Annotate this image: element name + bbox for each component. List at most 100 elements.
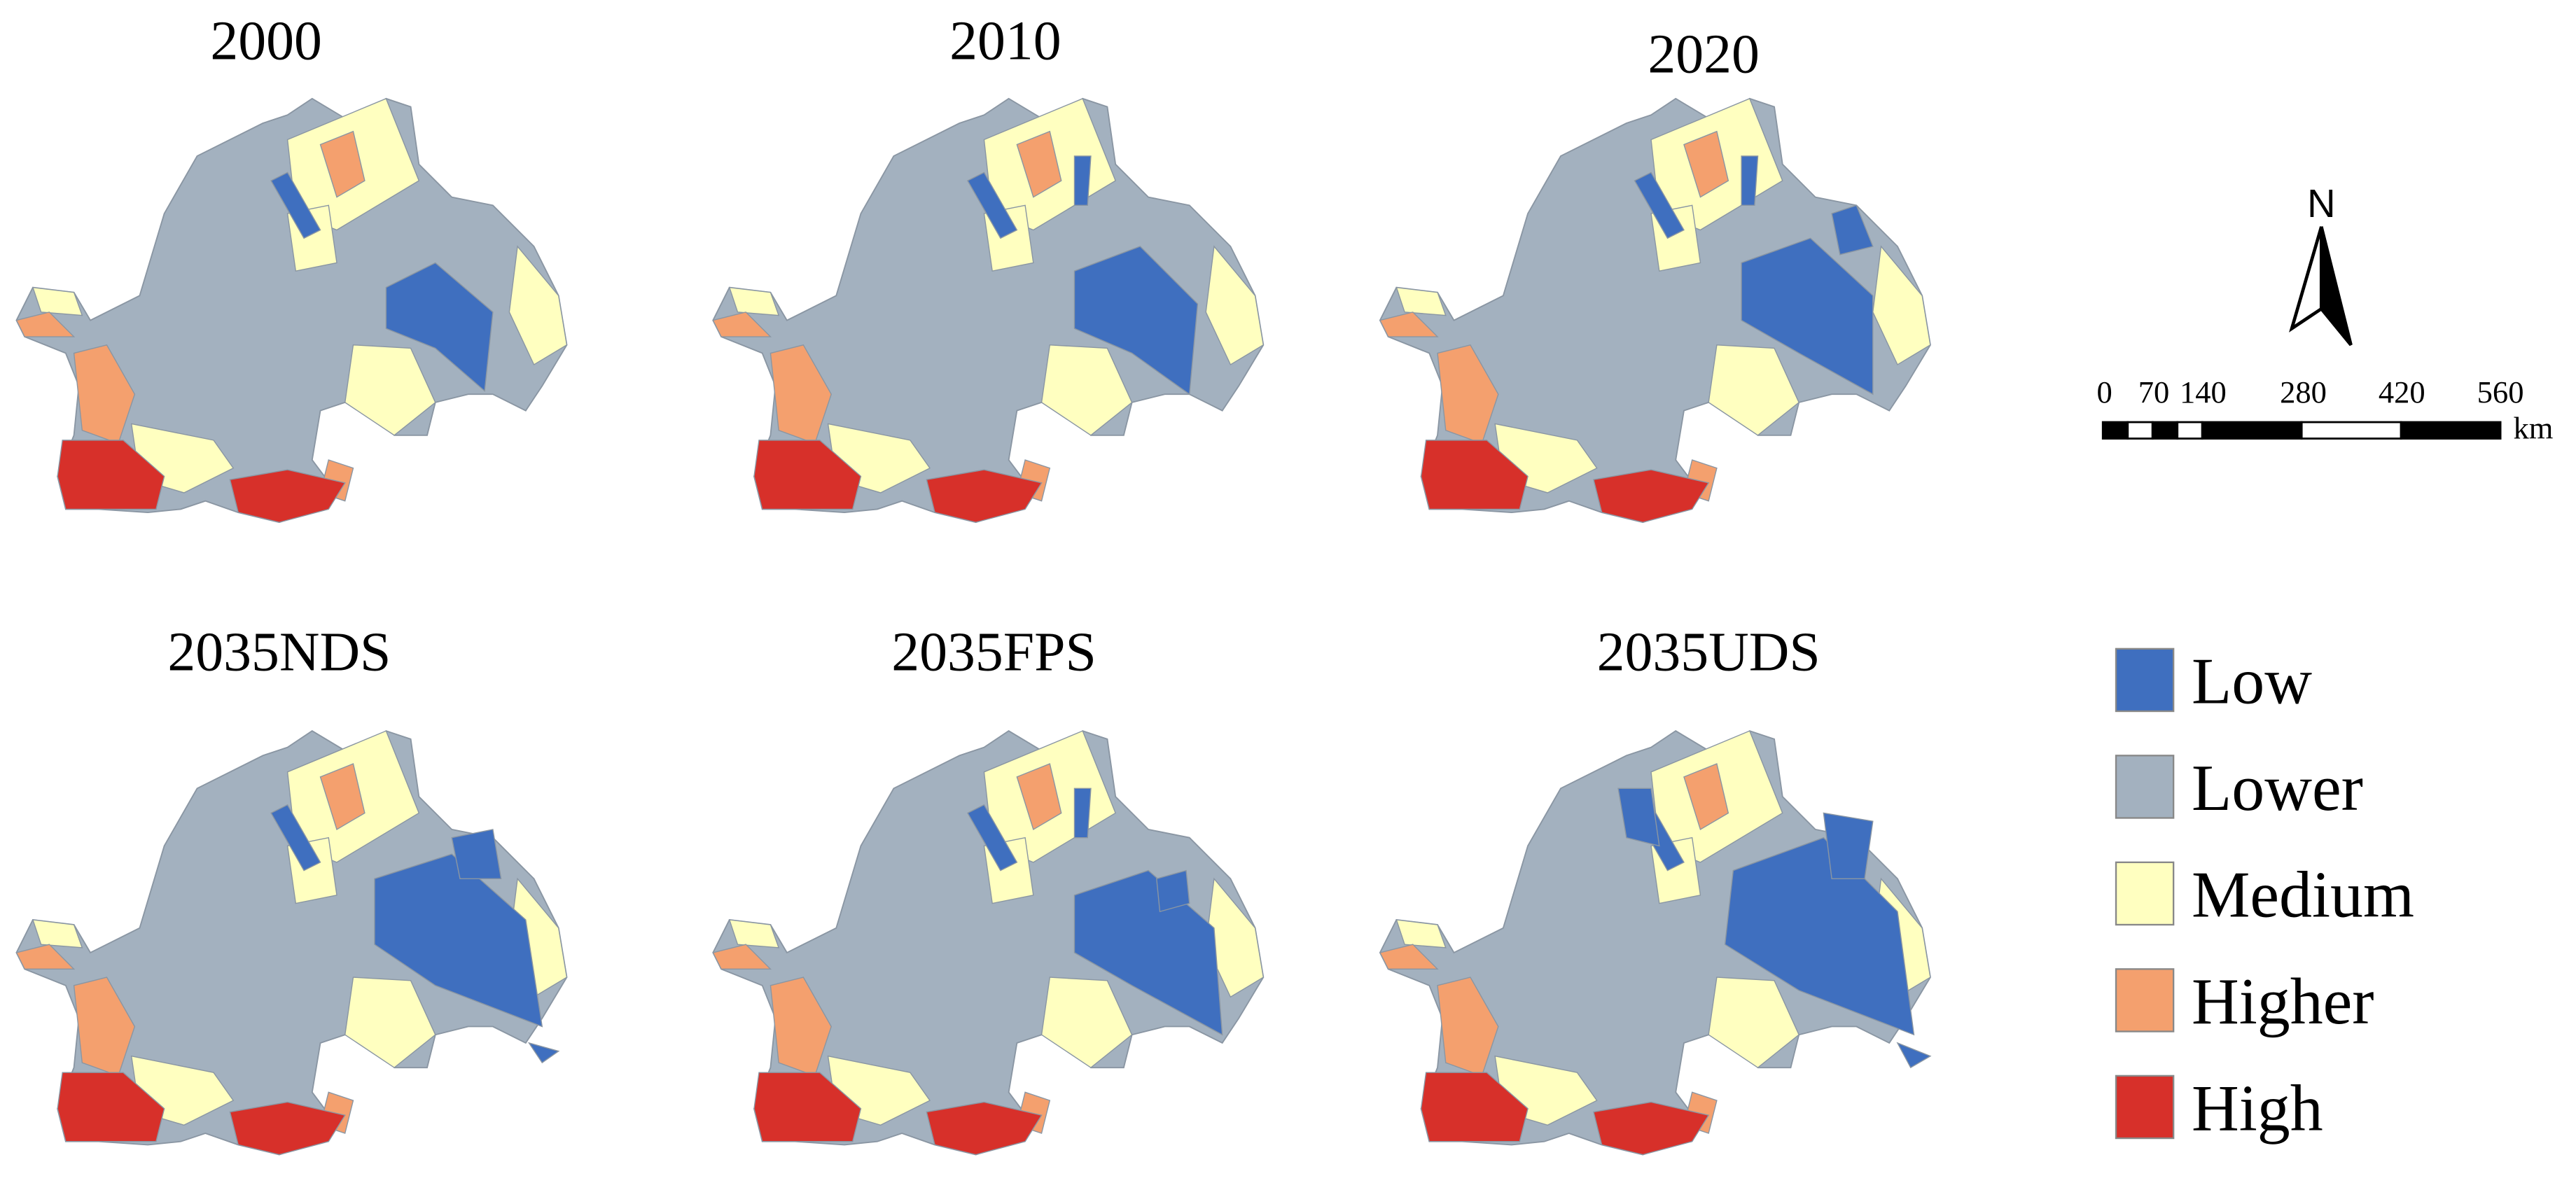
region xyxy=(1437,344,1499,444)
legend-swatch xyxy=(2115,1074,2175,1140)
region xyxy=(73,976,136,1077)
region xyxy=(1016,130,1062,198)
legend-swatch xyxy=(2115,755,2175,819)
scale-label: 420 xyxy=(2379,374,2425,410)
region xyxy=(770,976,832,1077)
region xyxy=(1395,919,1447,948)
legend-label: Low xyxy=(2192,645,2312,718)
region xyxy=(451,829,502,880)
map-panel xyxy=(1379,97,1931,524)
region xyxy=(1379,944,1439,970)
region xyxy=(1617,788,1660,847)
north-arrow-left xyxy=(2289,226,2323,332)
region xyxy=(1708,344,1800,436)
scale-segment xyxy=(2151,421,2179,440)
region xyxy=(1073,155,1092,206)
region xyxy=(32,286,83,316)
region-base xyxy=(1379,730,1931,1156)
scale-segment xyxy=(2176,421,2203,440)
map-panel xyxy=(15,730,568,1156)
region xyxy=(753,1072,862,1142)
legend: Low Lower Medium Higher High xyxy=(2115,645,2414,1144)
scale-segment xyxy=(2101,421,2129,440)
region-base xyxy=(1379,97,1931,524)
region xyxy=(270,804,321,872)
region-base xyxy=(15,97,568,524)
map-panel xyxy=(1379,730,1932,1156)
region xyxy=(57,1072,165,1142)
region xyxy=(712,944,772,970)
region xyxy=(1741,237,1874,396)
scale-segment xyxy=(2201,421,2303,440)
region xyxy=(770,344,832,444)
region xyxy=(1073,788,1092,839)
panel-title: 2000 xyxy=(210,10,322,72)
map-panel xyxy=(712,97,1265,524)
region xyxy=(1395,286,1447,316)
region-base xyxy=(15,730,568,1156)
region xyxy=(1040,344,1133,436)
region xyxy=(1741,155,1759,206)
region xyxy=(1073,869,1223,1036)
region xyxy=(527,1042,560,1064)
region xyxy=(1437,976,1499,1077)
region xyxy=(319,763,365,830)
region xyxy=(1379,312,1439,337)
region-base xyxy=(712,97,1265,524)
scale-label: 0 xyxy=(2096,374,2112,410)
legend-swatch xyxy=(2115,861,2175,926)
scale-label: 560 xyxy=(2477,374,2524,410)
scale-unit: km xyxy=(2514,411,2554,446)
panel-title: 2010 xyxy=(949,10,1061,72)
region xyxy=(344,976,436,1069)
north-arrow: N xyxy=(2289,181,2353,346)
region xyxy=(1593,469,1710,523)
region xyxy=(712,312,772,337)
panel-title: 2020 xyxy=(1648,23,1760,85)
region xyxy=(1420,440,1529,510)
legend-label: High xyxy=(2192,1072,2323,1144)
region xyxy=(15,944,76,970)
legend-label: Higher xyxy=(2192,965,2374,1038)
region xyxy=(1040,976,1133,1069)
region xyxy=(1683,130,1729,198)
region xyxy=(1823,812,1874,880)
scale-segment xyxy=(2300,421,2402,440)
region xyxy=(1420,1072,1529,1142)
scale-segment xyxy=(2126,421,2154,440)
map-panel xyxy=(15,97,568,524)
region xyxy=(385,262,494,392)
scale-label: 70 xyxy=(2138,374,2170,410)
region-base xyxy=(712,730,1265,1156)
region xyxy=(1593,1101,1710,1156)
region xyxy=(1896,1042,1932,1069)
legend-label: Medium xyxy=(2192,858,2414,931)
region xyxy=(1073,246,1199,396)
region xyxy=(73,344,136,444)
region xyxy=(966,172,1018,239)
scale-label: 140 xyxy=(2180,374,2227,410)
region xyxy=(229,1101,346,1156)
region xyxy=(926,469,1043,523)
region xyxy=(1724,836,1915,1036)
region xyxy=(374,853,543,1028)
region xyxy=(728,919,780,948)
scale-segment xyxy=(2400,421,2502,440)
region xyxy=(1156,869,1190,913)
region xyxy=(966,804,1018,872)
region xyxy=(753,440,862,510)
region xyxy=(1872,245,1931,365)
region xyxy=(57,440,165,510)
region xyxy=(926,1101,1043,1156)
region xyxy=(1683,763,1729,830)
region xyxy=(728,286,780,316)
panel-title: 2035FPS xyxy=(891,621,1096,682)
scale-label: 280 xyxy=(2280,374,2327,410)
maps xyxy=(15,97,1932,1156)
legend-swatch xyxy=(2115,968,2175,1032)
region xyxy=(1634,172,1685,239)
region xyxy=(15,312,76,337)
region xyxy=(508,245,568,365)
